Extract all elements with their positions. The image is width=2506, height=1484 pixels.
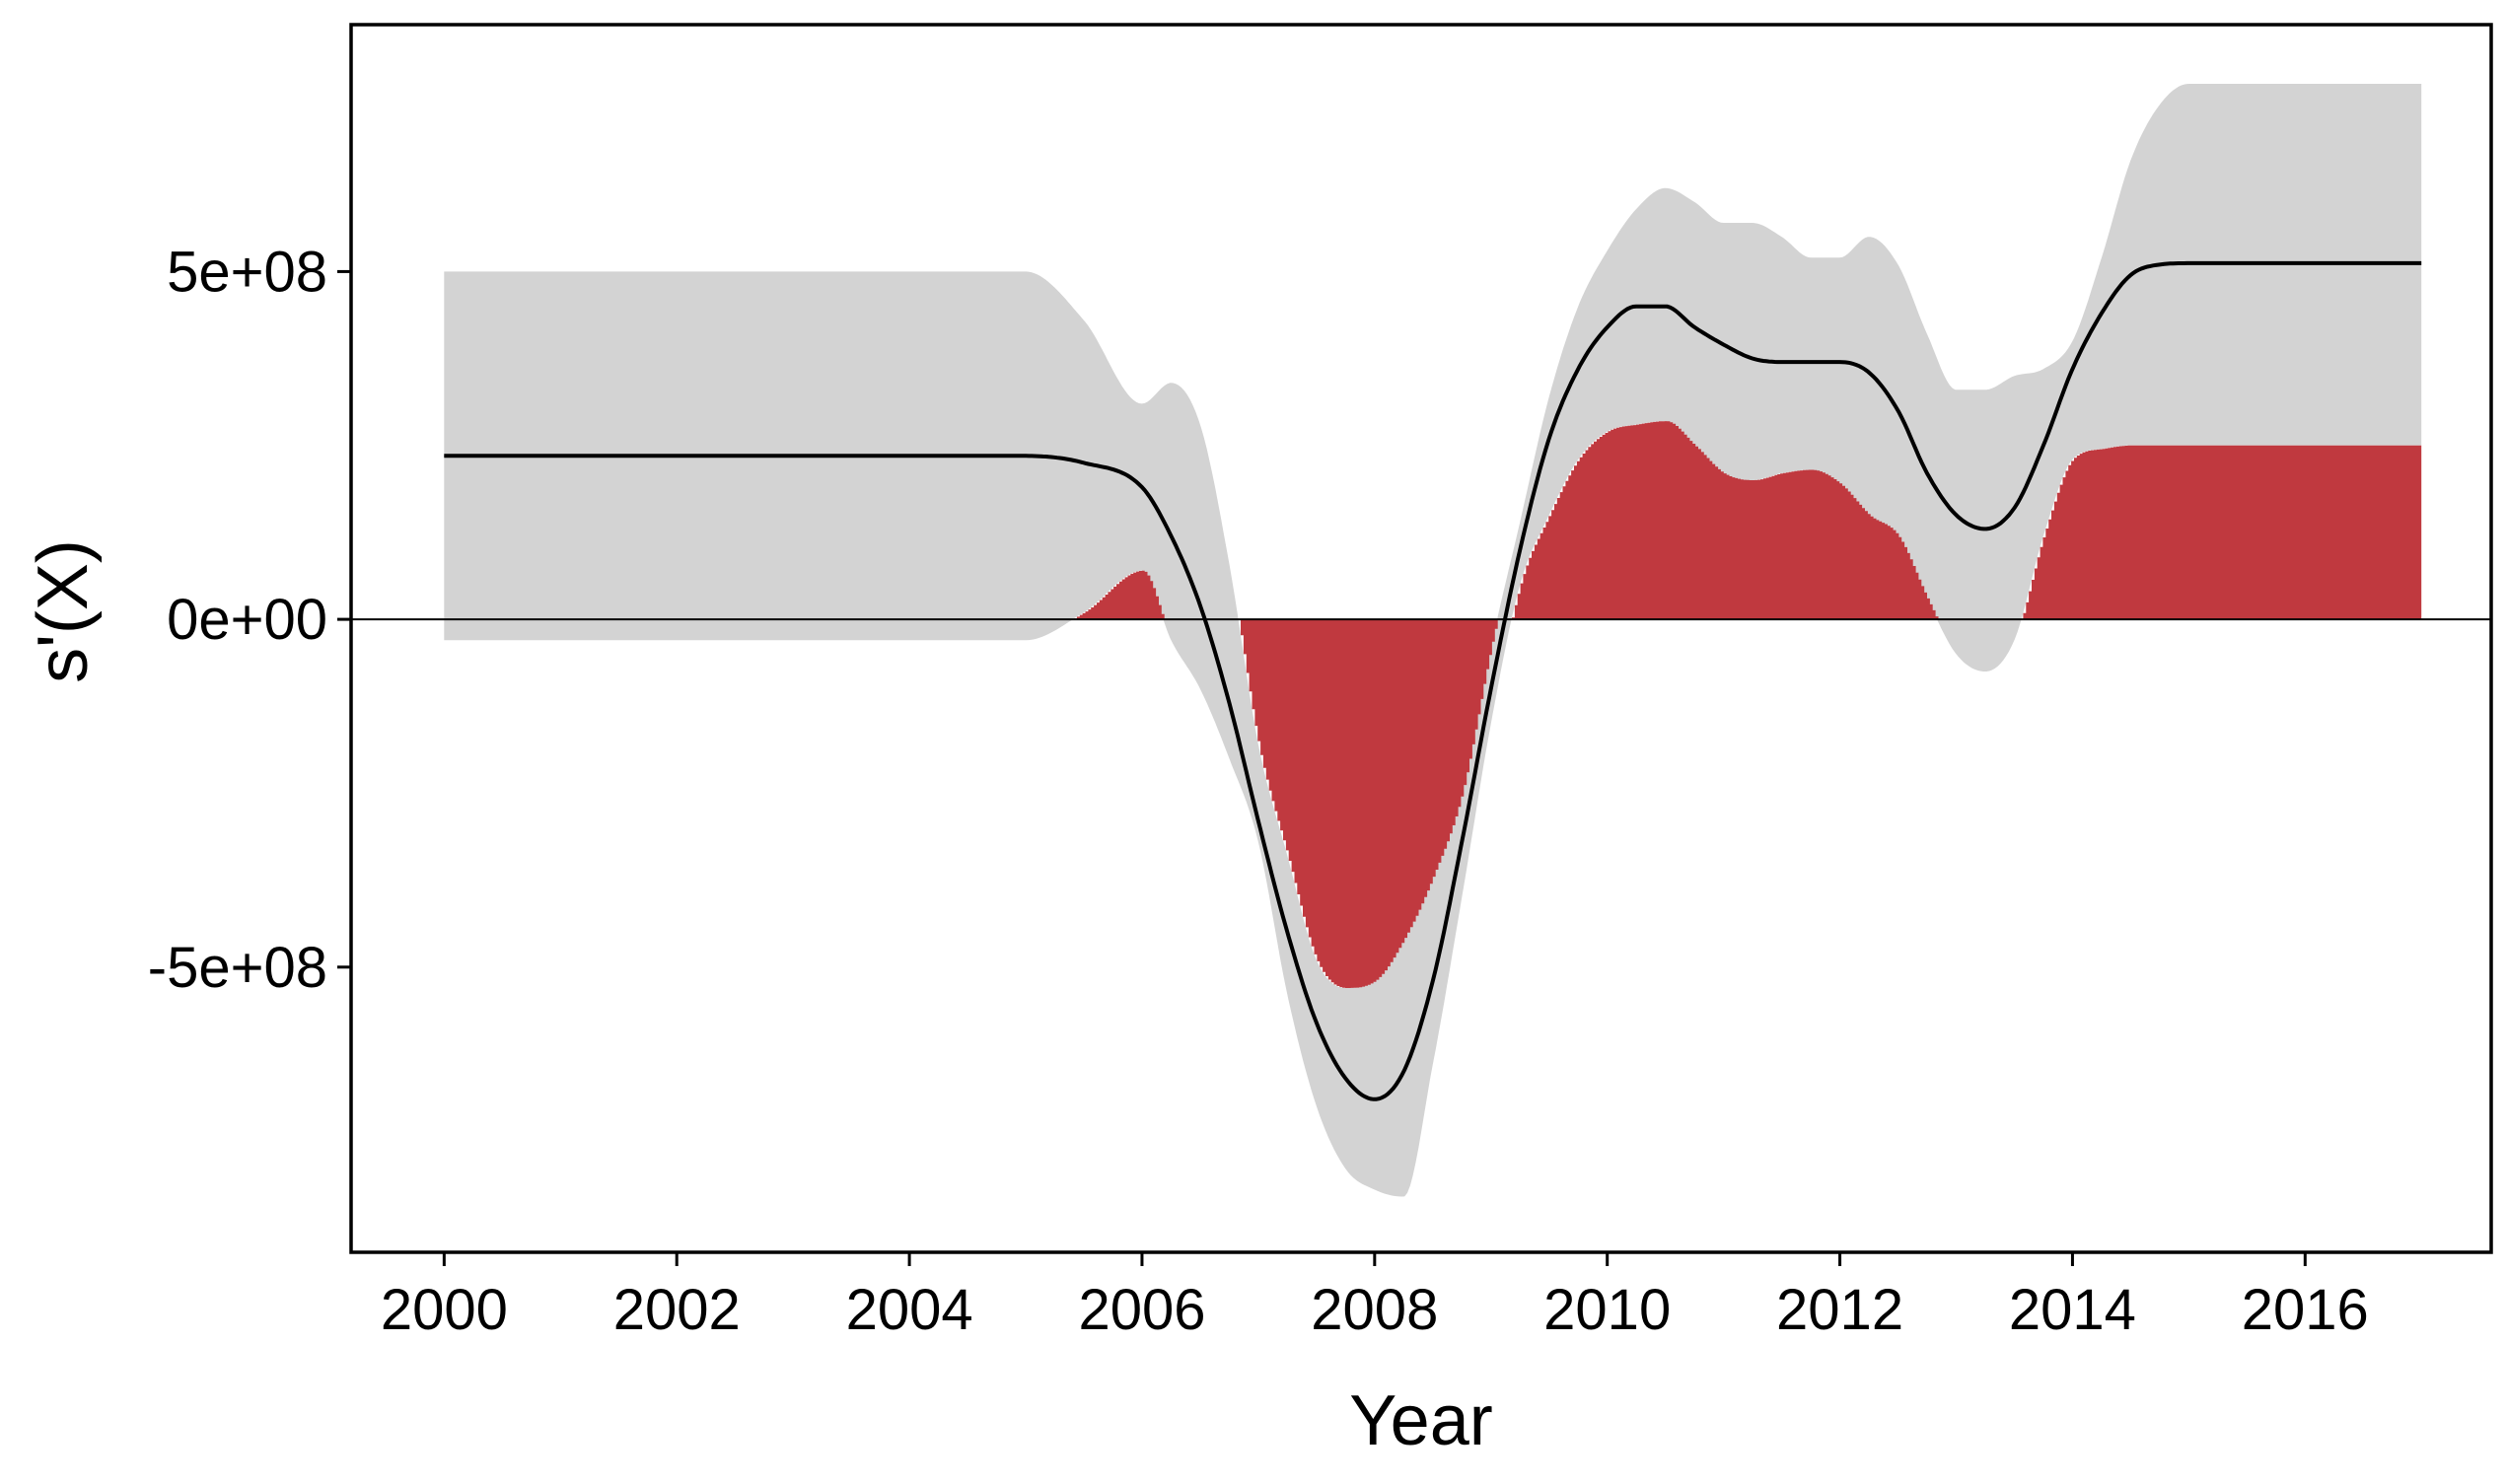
x-tick-label: 2012 [1776,1278,1903,1342]
y-tick-label: 5e+08 [167,240,327,304]
confidence-band [444,84,2422,1197]
x-tick-label: 2010 [1543,1278,1671,1342]
y-axis-title: s'(X) [24,539,103,683]
y-axis: -5e+08 0e+00 5e+08 [148,240,351,1000]
x-tick-label: 2006 [1078,1278,1205,1342]
significant-fill-positive [1074,421,2422,620]
x-tick-label: 2004 [846,1278,973,1342]
x-axis: 2000 2002 2004 2006 2008 2010 2012 2014 2016 [381,1252,2369,1342]
x-tick-label: 2002 [613,1278,741,1342]
x-tick-label: 2000 [381,1278,508,1342]
x-axis-title: Year [1349,1381,1492,1460]
y-tick-label: -5e+08 [148,936,327,1000]
y-tick-label: 0e+00 [167,588,327,652]
x-tick-label: 2014 [2009,1278,2136,1342]
x-tick-label: 2008 [1311,1278,1438,1342]
plot-frame [349,23,2493,1254]
significant-fill-negative [1241,619,1498,988]
x-tick-label: 2016 [2242,1278,2369,1342]
estimate-line [444,260,2422,1101]
